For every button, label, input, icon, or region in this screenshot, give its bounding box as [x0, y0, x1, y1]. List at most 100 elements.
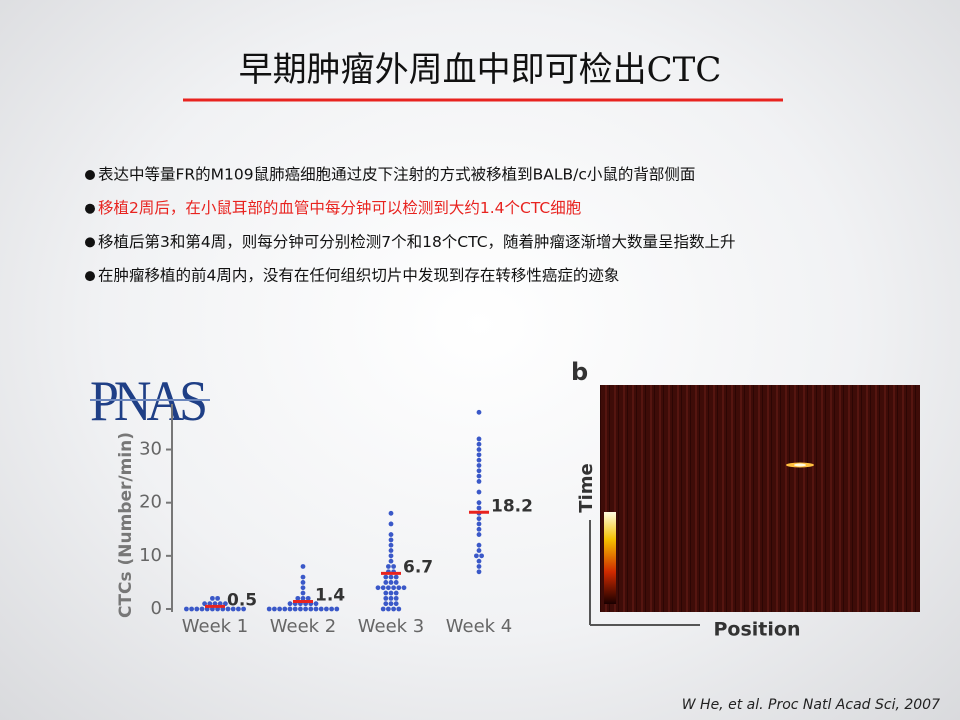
data-point	[476, 558, 482, 564]
data-point	[476, 500, 482, 506]
data-point	[391, 564, 396, 569]
data-point	[300, 595, 306, 601]
slide-title: 早期肿瘤外周血中即可检出CTC	[239, 50, 722, 90]
data-point	[476, 516, 482, 522]
data-point	[391, 606, 396, 612]
data-point	[393, 590, 399, 596]
x-tick-label: Week 2	[270, 616, 337, 637]
data-point	[474, 553, 479, 559]
data-point	[479, 553, 484, 559]
mean-label: 0.5	[227, 590, 257, 610]
data-point	[476, 436, 482, 442]
data-point	[391, 585, 396, 591]
citation: W He, et al. Proc Natl Acad Sci, 2007	[682, 697, 940, 713]
data-point	[194, 606, 200, 612]
data-point	[210, 595, 215, 601]
data-point	[476, 468, 482, 474]
data-point	[272, 606, 277, 612]
data-point	[298, 606, 303, 612]
data-point	[388, 521, 394, 527]
data-point	[300, 585, 306, 591]
data-point	[308, 606, 314, 612]
data-point	[300, 590, 306, 596]
data-point	[393, 601, 399, 607]
data-point	[236, 606, 241, 612]
heatmap-ylabel: Time	[576, 463, 597, 512]
bullet-dot	[85, 203, 95, 214]
data-point	[388, 542, 394, 548]
data-point	[476, 564, 482, 569]
data-point	[388, 558, 394, 564]
heatmap	[600, 385, 920, 612]
data-point	[388, 553, 394, 559]
data-point	[300, 564, 306, 569]
data-point	[295, 595, 301, 601]
data-point	[476, 441, 482, 447]
data-point	[476, 447, 482, 452]
data-point	[277, 606, 282, 612]
x-tick-label: Week 1	[182, 616, 249, 637]
y-tick-label: 0	[151, 598, 162, 619]
data-point	[300, 580, 306, 585]
bullet-text: 在肿瘤移植的前4周内，没有在任何组织切片中发现到存在转移性癌症的迹象	[98, 267, 619, 285]
data-point	[476, 542, 482, 548]
data-point	[300, 574, 306, 580]
data-point	[386, 564, 391, 569]
data-point	[476, 505, 482, 511]
data-point	[476, 457, 482, 463]
data-point	[287, 606, 293, 612]
data-point	[225, 606, 231, 612]
data-point	[318, 606, 324, 612]
data-point	[383, 574, 389, 580]
data-point	[380, 606, 386, 612]
data-point	[313, 601, 319, 607]
data-point	[476, 409, 482, 415]
mean-label: 18.2	[491, 496, 533, 516]
data-point	[388, 574, 394, 580]
bullet-list: 表达中等量FR的M109鼠肺癌细胞通过皮下注射的方式被移植到BALB/c小鼠的背…	[85, 166, 736, 285]
data-point	[324, 606, 329, 612]
data-point	[388, 590, 394, 596]
data-point	[292, 606, 298, 612]
data-point	[476, 479, 482, 484]
data-point	[476, 532, 482, 537]
mean-label: 6.7	[403, 557, 433, 577]
data-point	[383, 601, 389, 607]
bullet-dot	[85, 170, 95, 180]
data-point	[287, 601, 293, 607]
signal-core	[794, 463, 806, 467]
y-tick-label: 30	[139, 439, 162, 460]
data-point	[329, 606, 334, 612]
y-axis-label: CTCs (Number/min)	[116, 432, 136, 618]
bullet-text: 移植2周后，在小鼠耳部的血管中每分钟可以检测到大约1.4个CTC细胞	[98, 199, 581, 217]
panel-label: b	[571, 358, 588, 386]
data-point	[476, 452, 482, 458]
x-tick-label: Week 3	[358, 616, 425, 637]
data-point	[388, 595, 394, 601]
data-point	[380, 585, 386, 591]
data-point	[396, 606, 402, 612]
data-point	[386, 606, 391, 612]
data-point	[401, 585, 407, 591]
data-point	[386, 585, 391, 591]
bullet-dot	[85, 271, 95, 282]
data-point	[476, 526, 482, 532]
x-tick-label: Week 4	[446, 616, 513, 637]
data-point	[393, 574, 399, 580]
data-point	[199, 606, 205, 612]
mean-label: 1.4	[315, 586, 345, 606]
data-point	[313, 606, 319, 612]
data-point	[215, 595, 221, 601]
data-point	[476, 521, 482, 527]
bullet-text: 表达中等量FR的M109鼠肺癌细胞通过皮下注射的方式被移植到BALB/c小鼠的背…	[98, 166, 695, 184]
data-point	[393, 595, 399, 601]
data-point	[476, 463, 482, 468]
data-point	[305, 595, 311, 601]
data-point	[266, 606, 272, 612]
bullet-text: 移植后第3和第4周，则每分钟可分别检测7个和18个CTC，随着肿瘤逐渐增大数量呈…	[98, 233, 736, 251]
data-point	[383, 590, 389, 596]
data-point	[334, 606, 340, 612]
